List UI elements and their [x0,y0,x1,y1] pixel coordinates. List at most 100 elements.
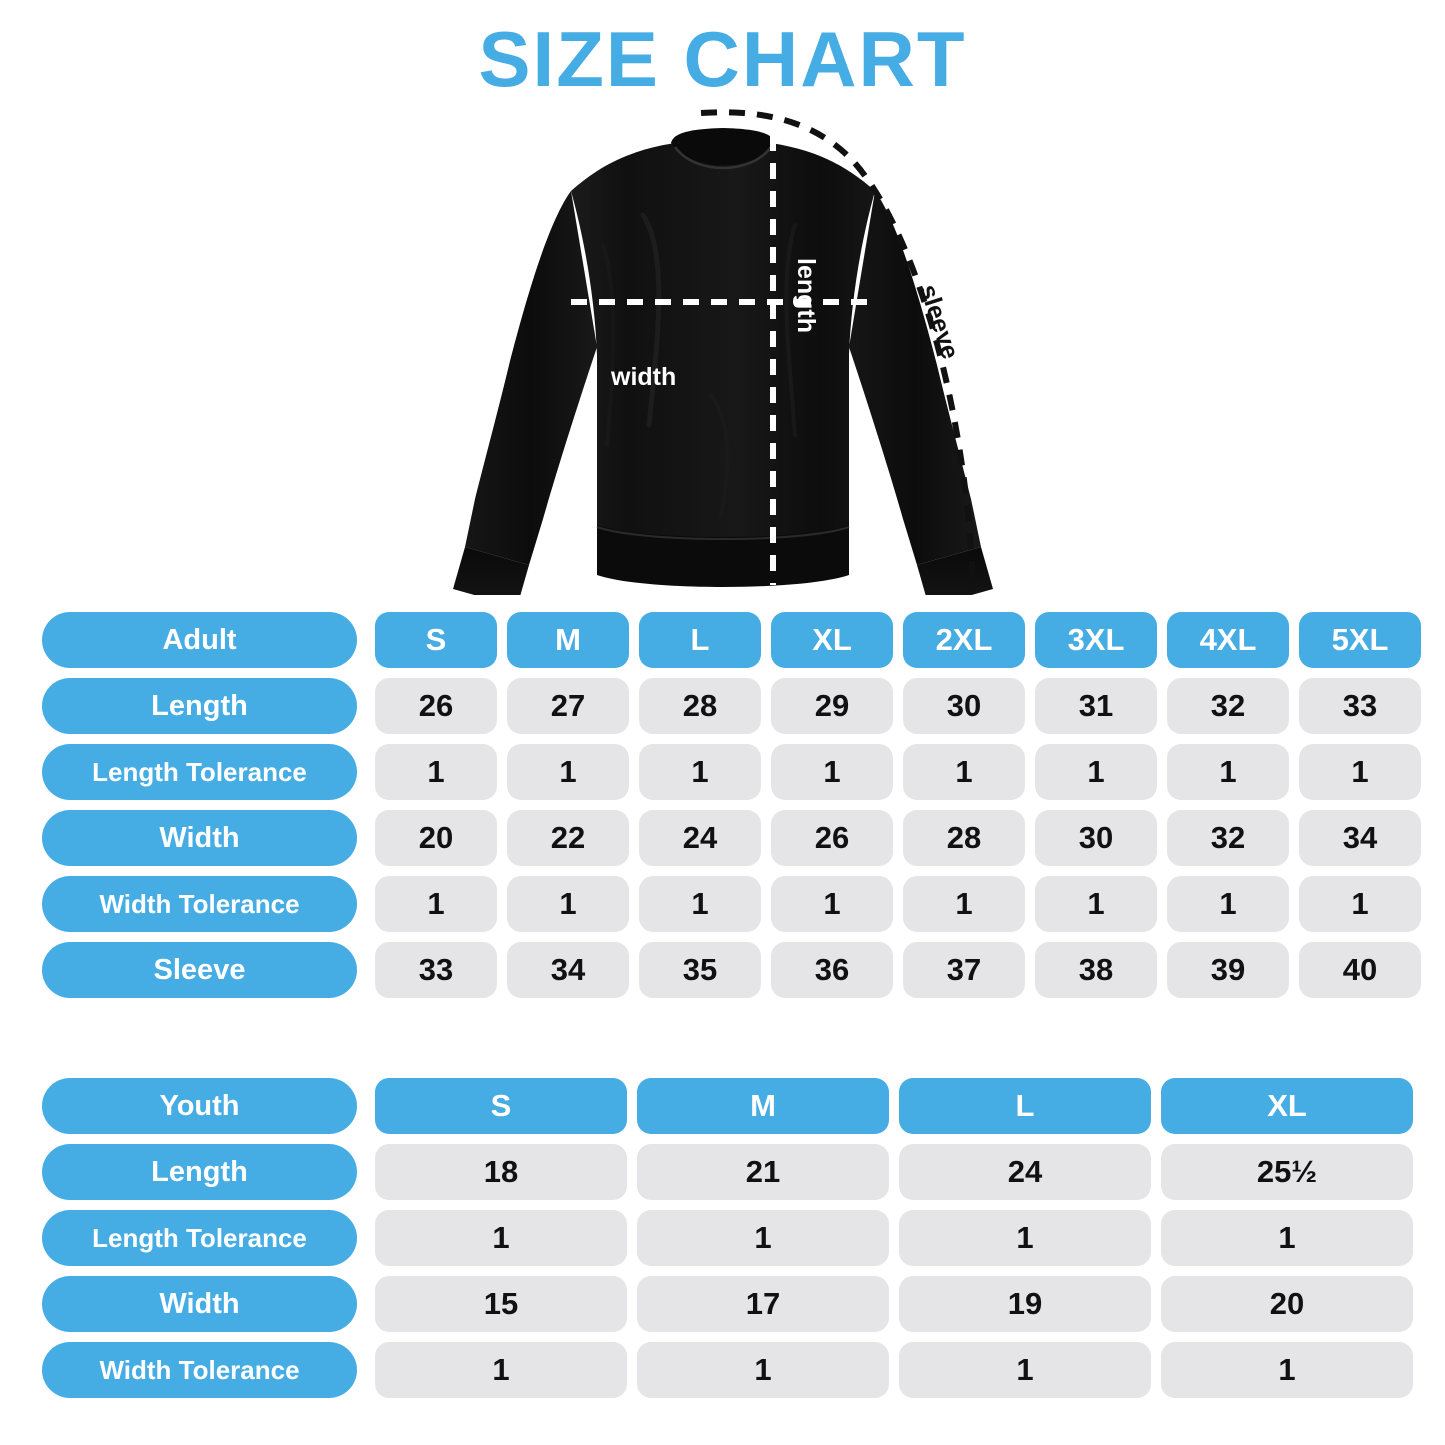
youth-size-header-s: S [375,1078,627,1134]
adult-size-table: Adult S M L XL 2XL 3XL 4XL 5XL Length 26… [42,612,1421,1008]
body [570,139,875,559]
adult-cell: 1 [1167,744,1289,800]
youth-row-label: Length Tolerance [42,1210,357,1266]
adult-cell: 37 [903,942,1025,998]
adult-cell: 30 [1035,810,1157,866]
adult-cell: 34 [1299,810,1421,866]
right-sleeve [848,191,981,565]
youth-header-row: Youth S M L XL [42,1078,1413,1134]
fabric-fold [783,223,797,437]
adult-cell: 20 [375,810,497,866]
adult-cell: 1 [1299,744,1421,800]
width-label: width [611,363,677,391]
adult-cell: 28 [903,810,1025,866]
adult-size-header-3xl: 3XL [1035,612,1157,668]
fabric-fold [640,212,661,428]
youth-cell: 1 [1161,1210,1413,1266]
adult-row-label: Width [42,810,357,866]
youth-cell: 24 [899,1144,1151,1200]
youth-cell: 25½ [1161,1144,1413,1200]
youth-cell: 1 [899,1342,1151,1398]
adult-cell: 39 [1167,942,1289,998]
youth-cell: 1 [899,1210,1151,1266]
adult-cell: 1 [903,744,1025,800]
adult-cell: 40 [1299,942,1421,998]
left-sleeve [464,191,597,565]
left-cuff [452,547,529,595]
adult-cell: 1 [1035,744,1157,800]
adult-corner-label: Adult [42,612,357,668]
adult-cell: 1 [903,876,1025,932]
adult-cell: 1 [507,744,629,800]
youth-row-label: Width [42,1276,357,1332]
adult-cell: 28 [639,678,761,734]
adult-cell: 29 [771,678,893,734]
youth-cell: 1 [637,1210,889,1266]
adult-cell: 33 [375,942,497,998]
adult-cell: 34 [507,942,629,998]
sweatshirt-graphic [452,109,993,595]
fabric-fold [708,393,729,517]
youth-row-width-tolerance: Width Tolerance 1 1 1 1 [42,1342,1413,1398]
garment-illustration: width length sleeve [0,95,1445,595]
adult-cell: 1 [1299,876,1421,932]
right-cuff [916,547,993,595]
adult-size-header-4xl: 4XL [1167,612,1289,668]
adult-size-header-xl: XL [771,612,893,668]
adult-cell: 30 [903,678,1025,734]
adult-cell: 1 [375,744,497,800]
adult-size-header-2xl: 2XL [903,612,1025,668]
youth-cell: 1 [375,1210,627,1266]
youth-cell: 1 [637,1342,889,1398]
adult-size-header-5xl: 5XL [1299,612,1421,668]
adult-cell: 31 [1035,678,1157,734]
collar-seam [673,146,772,170]
adult-cell: 24 [639,810,761,866]
adult-row-label: Length Tolerance [42,744,357,800]
adult-cell: 1 [1035,876,1157,932]
adult-size-header-s: S [375,612,497,668]
adult-cell: 1 [507,876,629,932]
adult-header-row: Adult S M L XL 2XL 3XL 4XL 5XL [42,612,1421,668]
youth-row-length: Length 18 21 24 25½ [42,1144,1413,1200]
adult-cell: 1 [639,876,761,932]
youth-row-width: Width 15 17 19 20 [42,1276,1413,1332]
adult-cell: 1 [771,876,893,932]
youth-size-table: Youth S M L XL Length 18 21 24 25½ Lengt… [42,1078,1413,1408]
adult-cell: 22 [507,810,629,866]
youth-cell: 19 [899,1276,1151,1332]
adult-row-label: Width Tolerance [42,876,357,932]
youth-cell: 18 [375,1144,627,1200]
youth-cell: 17 [637,1276,889,1332]
youth-cell: 20 [1161,1276,1413,1332]
youth-cell: 1 [375,1342,627,1398]
adult-cell: 35 [639,942,761,998]
adult-cell: 27 [507,678,629,734]
adult-row-width-tolerance: Width Tolerance 1 1 1 1 1 1 1 1 [42,876,1421,932]
sleeve-measure-line [700,109,976,592]
youth-row-length-tolerance: Length Tolerance 1 1 1 1 [42,1210,1413,1266]
adult-size-header-m: M [507,612,629,668]
youth-row-label: Length [42,1144,357,1200]
youth-size-header-m: M [637,1078,889,1134]
adult-cell: 26 [375,678,497,734]
adult-cell: 1 [639,744,761,800]
adult-cell: 32 [1167,678,1289,734]
fabric-fold [600,243,615,447]
adult-cell: 32 [1167,810,1289,866]
adult-size-header-l: L [639,612,761,668]
adult-cell: 38 [1035,942,1157,998]
youth-cell: 1 [1161,1342,1413,1398]
waist-hem [596,525,849,587]
adult-cell: 26 [771,810,893,866]
adult-cell: 1 [1167,876,1289,932]
adult-row-length-tolerance: Length Tolerance 1 1 1 1 1 1 1 1 [42,744,1421,800]
adult-row-label: Length [42,678,357,734]
adult-row-label: Sleeve [42,942,357,998]
adult-cell: 33 [1299,678,1421,734]
adult-cell: 1 [771,744,893,800]
page-title: SIZE CHART [478,15,967,103]
adult-cell: 1 [375,876,497,932]
youth-cell: 15 [375,1276,627,1332]
adult-row-length: Length 26 27 28 29 30 31 32 33 [42,678,1421,734]
